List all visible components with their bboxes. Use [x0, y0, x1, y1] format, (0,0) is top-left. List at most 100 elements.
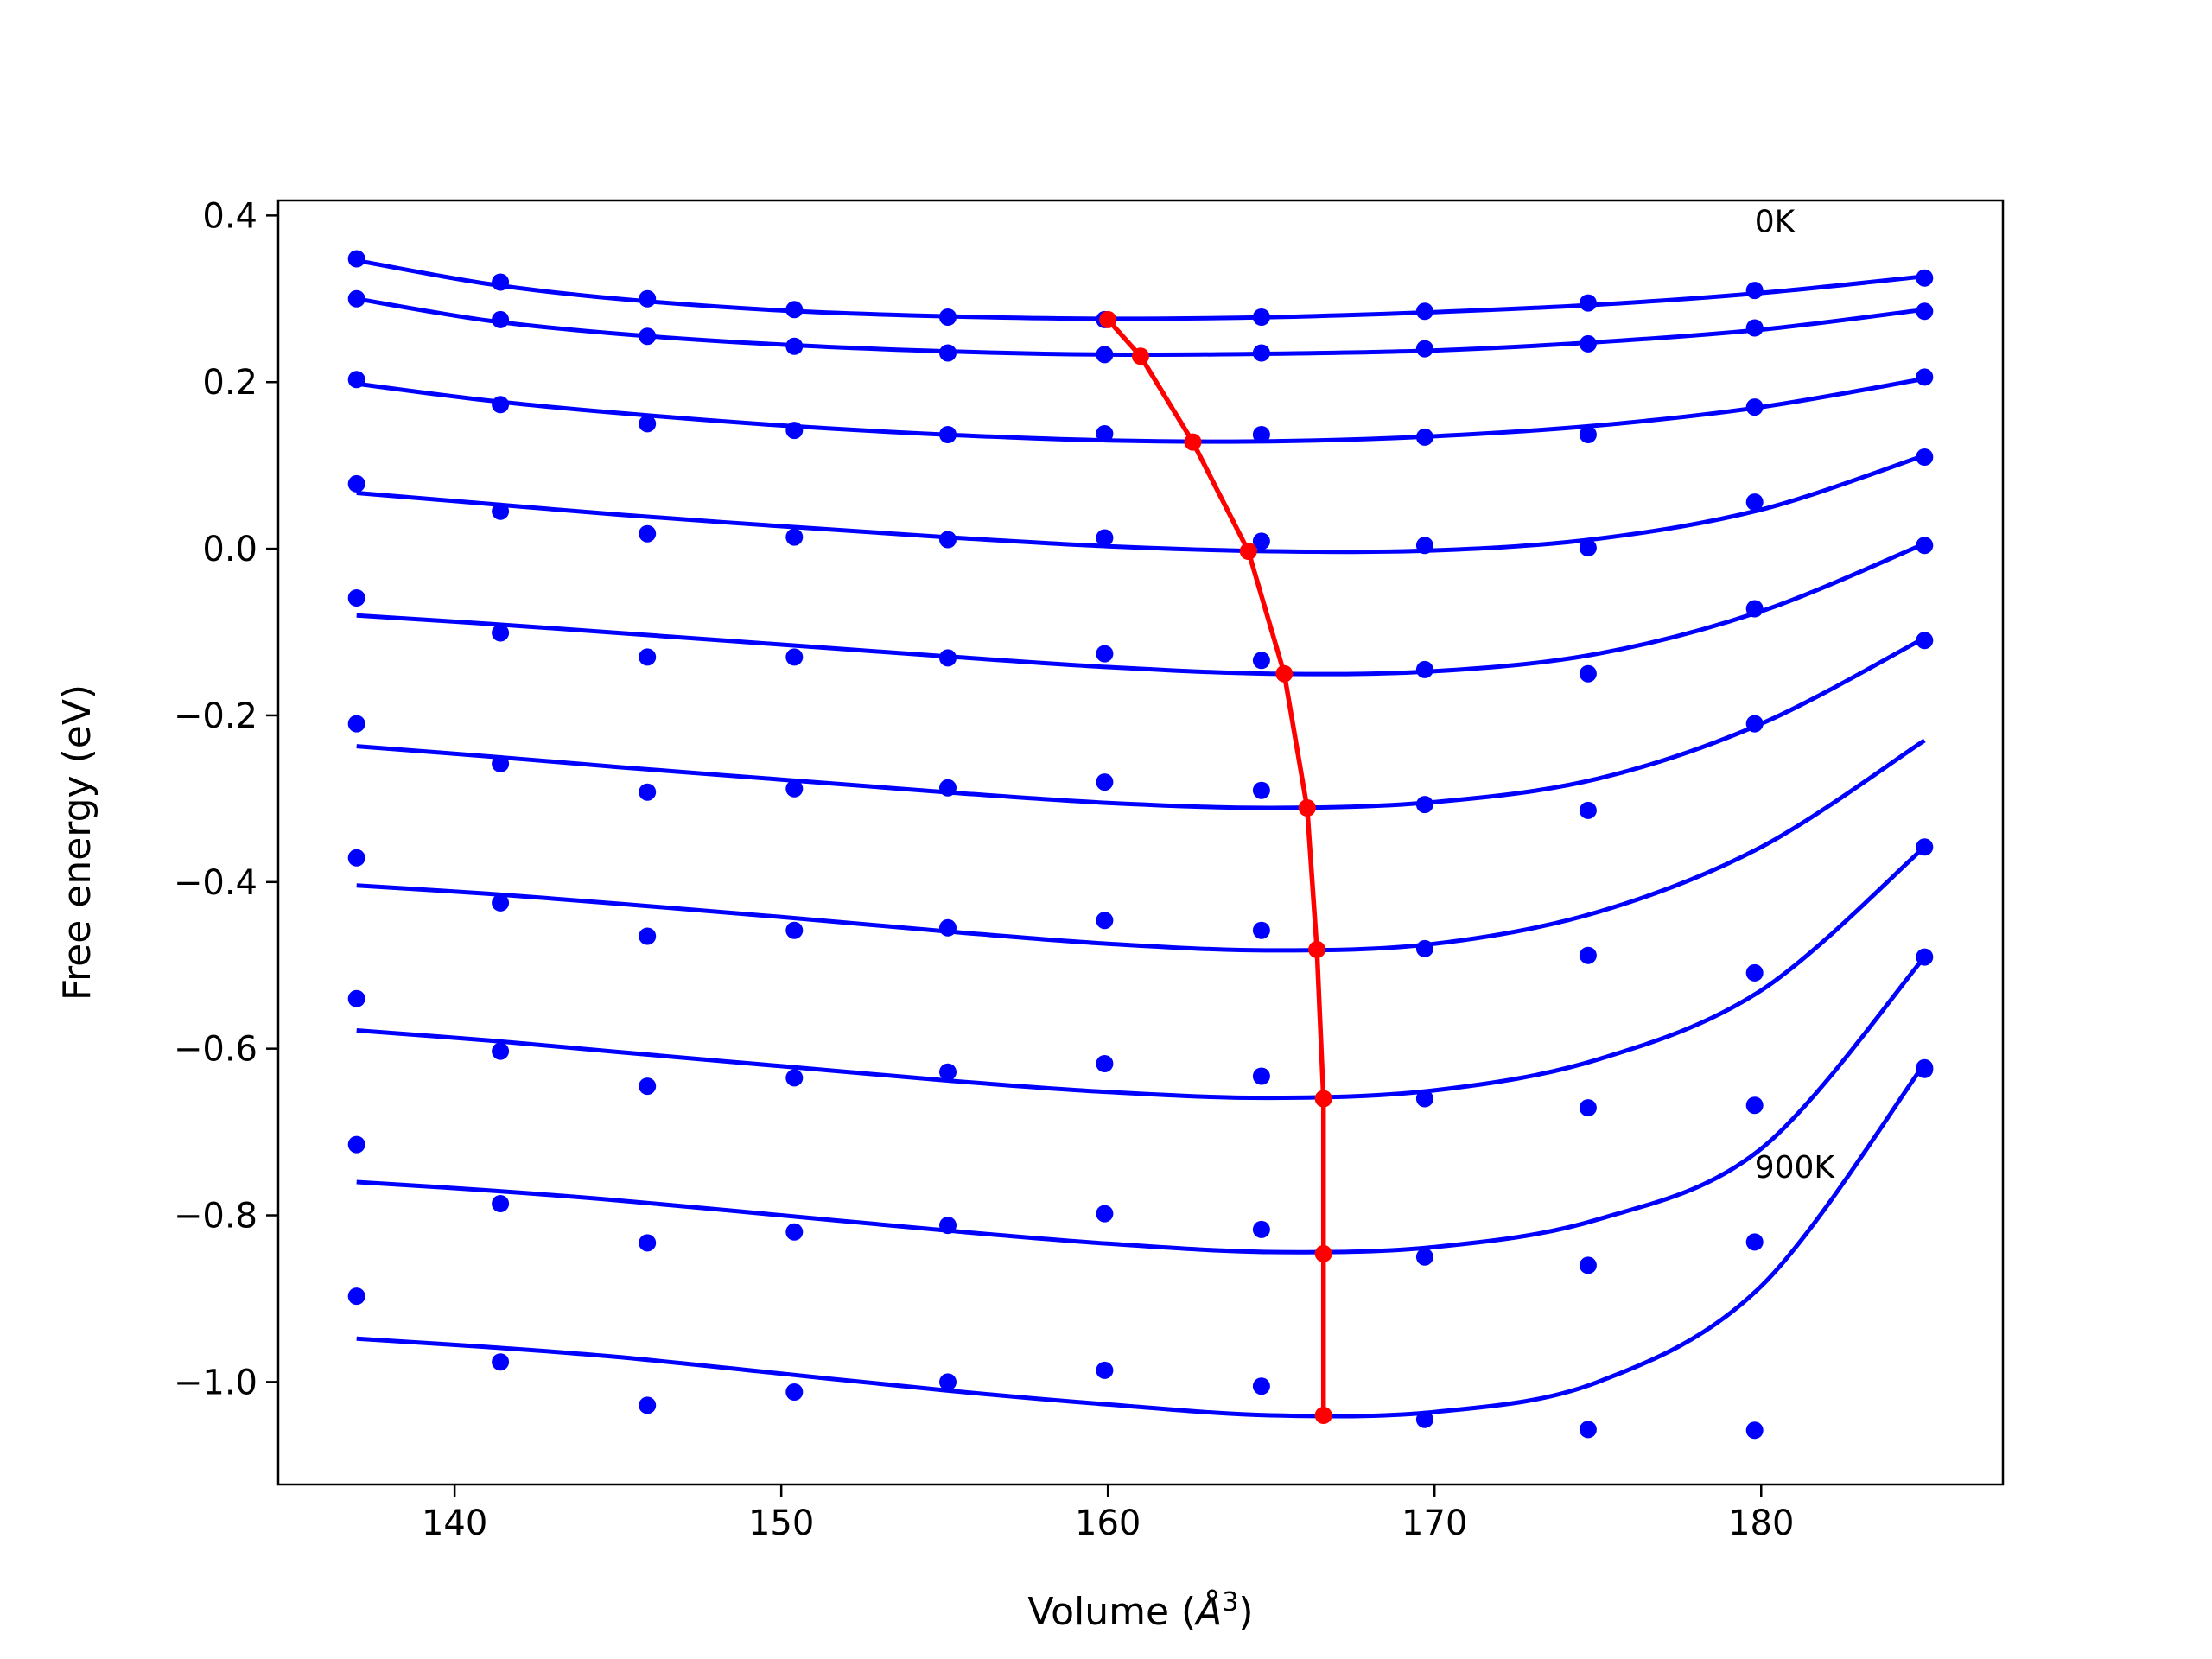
data-point-s4-1: [492, 624, 510, 642]
data-point-s6-0: [347, 849, 365, 867]
data-point-s7-3: [785, 1069, 804, 1087]
data-point-s6-4: [939, 918, 957, 937]
data-point-s3-9: [1745, 493, 1764, 512]
data-point-s3-8: [1579, 539, 1597, 557]
data-point-s7-9: [1745, 1096, 1764, 1115]
data-point-s3-0: [347, 474, 365, 493]
data-point-s9-7: [1415, 1410, 1433, 1428]
data-point-s2-10: [1916, 368, 1934, 386]
minimum-point-7: [1314, 1090, 1332, 1108]
minimum-point-8: [1314, 1244, 1332, 1262]
data-point-s0-2: [639, 289, 657, 308]
data-point-s9-6: [1252, 1377, 1270, 1395]
fit-curve-8: [356, 955, 1927, 1255]
x-axis-title-text: Volume (: [1027, 1590, 1196, 1634]
data-point-s0-6: [1252, 308, 1270, 326]
data-point-s8-7: [1415, 1248, 1433, 1266]
fit-curve-7: [356, 845, 1926, 1101]
data-point-s7-6: [1252, 1067, 1270, 1085]
data-point-s9-1: [492, 1353, 510, 1371]
data-point-s5-4: [939, 779, 957, 797]
data-point-s1-8: [1579, 334, 1597, 353]
y-tick-label: −1.0: [174, 1363, 257, 1402]
data-point-s2-5: [1096, 425, 1114, 442]
data-point-s0-1: [492, 273, 510, 291]
x-axis-title-exponent: 3: [1222, 1587, 1238, 1618]
minimum-path-line: [1106, 318, 1326, 1415]
data-point-s7-8: [1579, 1099, 1597, 1117]
data-point-s6-10: [1916, 838, 1934, 856]
data-point-s8-1: [492, 1195, 510, 1212]
x-axis-title: Volume (Å3): [1027, 1587, 1253, 1634]
data-point-s2-9: [1745, 398, 1764, 416]
x-tick-label: 150: [748, 1503, 814, 1543]
data-point-s5-1: [492, 754, 510, 772]
data-point-s5-10: [1916, 632, 1934, 650]
data-point-s6-9: [1745, 963, 1764, 982]
data-point-s1-1: [492, 310, 510, 328]
data-point-s9-2: [639, 1396, 657, 1414]
data-point-s0-0: [347, 250, 365, 268]
data-point-s9-0: [347, 1287, 365, 1306]
data-point-s3-10: [1916, 448, 1934, 466]
data-point-s3-6: [1252, 532, 1270, 550]
data-point-s2-7: [1415, 428, 1433, 446]
data-point-s1-0: [347, 289, 365, 308]
minimum-path: [1099, 310, 1332, 1424]
data-point-s8-3: [785, 1223, 804, 1241]
data-point-s4-8: [1579, 664, 1597, 683]
y-tick-label: 0.0: [202, 530, 257, 569]
data-point-s4-9: [1745, 600, 1764, 618]
data-point-s7-0: [347, 989, 365, 1007]
data-point-s3-5: [1096, 529, 1114, 547]
y-tick-label: −0.2: [174, 696, 257, 736]
data-point-s8-6: [1252, 1220, 1270, 1238]
data-point-s9-4: [939, 1373, 957, 1391]
data-point-s2-4: [939, 426, 957, 443]
data-point-s5-6: [1252, 781, 1270, 799]
data-point-s3-1: [492, 502, 510, 520]
data-point-s4-3: [785, 648, 804, 666]
fit-curve-6: [356, 738, 1926, 953]
data-point-s7-7: [1415, 1090, 1433, 1108]
data-point-s4-5: [1096, 645, 1114, 663]
x-tick-label: 180: [1728, 1503, 1794, 1543]
data-point-s3-4: [939, 531, 957, 549]
data-point-s2-2: [639, 415, 657, 433]
data-point-s1-2: [639, 327, 657, 346]
data-point-s5-5: [1096, 773, 1114, 791]
minimum-point-4: [1275, 664, 1294, 683]
data-point-s9-5: [1096, 1361, 1114, 1379]
data-point-s2-6: [1252, 426, 1270, 443]
fit-curve-9: [356, 1062, 1927, 1419]
data-point-s5-2: [639, 783, 657, 801]
data-point-s6-8: [1579, 946, 1597, 964]
data-point-s1-4: [939, 344, 957, 362]
data-point-s8-9: [1745, 1233, 1764, 1251]
minimum-point-6: [1308, 940, 1326, 958]
data-point-s4-0: [347, 589, 365, 607]
minimum-point-3: [1239, 543, 1257, 560]
y-axis-title: Free energy (eV): [55, 684, 99, 1001]
data-point-s3-2: [639, 524, 657, 543]
data-point-s7-5: [1096, 1055, 1114, 1072]
minimum-point-5: [1298, 799, 1316, 817]
data-point-s9-9: [1745, 1421, 1764, 1440]
data-point-s0-9: [1745, 282, 1764, 300]
data-point-s5-0: [347, 715, 365, 733]
fit-curve-4: [356, 541, 1926, 677]
x-axis-title-close: ): [1238, 1590, 1253, 1634]
y-tick-label: 0.4: [202, 196, 257, 236]
data-point-s8-4: [939, 1217, 957, 1235]
annotation-bottom-label: 900K: [1755, 1150, 1836, 1185]
y-tick-label: −0.8: [174, 1197, 257, 1236]
x-axis-title-unit: Å: [1193, 1588, 1222, 1634]
data-point-s5-9: [1745, 715, 1764, 733]
data-point-s5-3: [785, 779, 804, 798]
data-point-s7-2: [639, 1077, 657, 1096]
data-point-s2-3: [785, 422, 804, 440]
data-point-s1-7: [1415, 340, 1433, 358]
minimum-point-9: [1314, 1407, 1332, 1424]
